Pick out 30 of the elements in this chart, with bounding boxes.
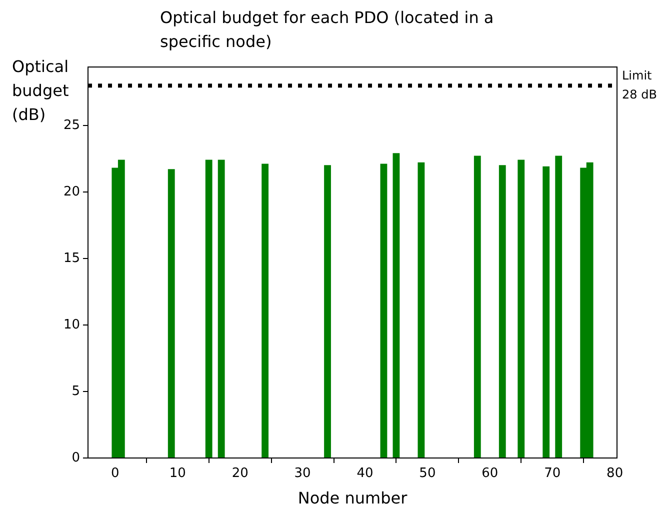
bar	[218, 160, 225, 458]
bar	[418, 162, 425, 458]
x-tick-label: 20	[232, 466, 248, 482]
x-tick-label: 30	[294, 466, 311, 482]
y-tick-label: 5	[72, 384, 80, 399]
bar	[168, 169, 175, 458]
bar	[498, 165, 506, 458]
bar	[262, 164, 269, 458]
y-tick-label: 15	[63, 250, 80, 266]
x-tick-label: 60	[482, 466, 498, 482]
x-tick-label: 70	[544, 466, 561, 482]
y-tick-label: 0	[72, 450, 80, 466]
bar	[392, 153, 400, 458]
bar	[518, 160, 525, 458]
x-tick-label: 0	[111, 466, 120, 482]
bar	[380, 164, 388, 458]
y-tick-label: 20	[63, 184, 80, 200]
bar	[542, 166, 550, 458]
ref-line-label: Limit 28 dB	[622, 68, 657, 102]
x-axis-title: Node number	[298, 488, 408, 508]
bar	[324, 165, 331, 458]
bar	[474, 156, 481, 458]
x-tick-label: 40	[356, 466, 374, 482]
x-tick-label: 50	[419, 466, 436, 482]
y-tick-label: 10	[63, 317, 80, 332]
x-tick-label: 80	[606, 466, 624, 482]
x-tick-label: 10	[169, 466, 186, 482]
bar	[205, 160, 212, 458]
bar	[555, 156, 562, 458]
chart-title: Optical budget for each PDO (located in a specific node)	[160, 7, 495, 53]
